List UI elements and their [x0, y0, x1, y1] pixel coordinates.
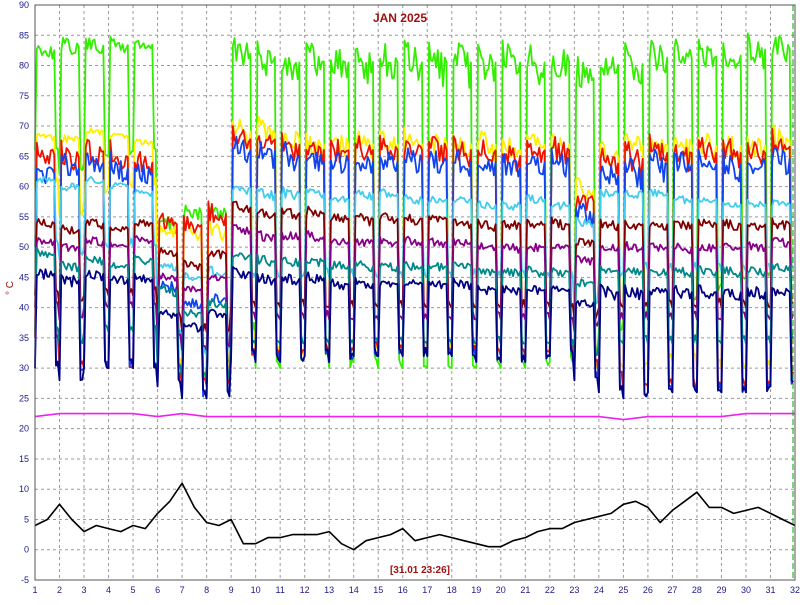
- series-line-7: [34, 246, 794, 382]
- x-tick-label-7: 8: [204, 585, 209, 595]
- y-tick-label-4: 15: [19, 454, 29, 464]
- x-tick-label-30: 31: [765, 585, 775, 595]
- series-line-1: [34, 115, 794, 382]
- x-tick-label-29: 30: [741, 585, 751, 595]
- x-tick-label-15: 16: [398, 585, 408, 595]
- x-tick-label-23: 24: [594, 585, 604, 595]
- x-tick-label-12: 13: [324, 585, 334, 595]
- x-tick-label-17: 18: [447, 585, 457, 595]
- x-tick-label-18: 19: [471, 585, 481, 595]
- x-tick-label-13: 14: [349, 585, 359, 595]
- y-tick-label-3: 10: [19, 484, 29, 494]
- y-tick-label-7: 30: [19, 363, 29, 373]
- x-tick-label-26: 27: [667, 585, 677, 595]
- x-tick-label-4: 5: [131, 585, 136, 595]
- x-tick-label-27: 28: [692, 585, 702, 595]
- x-tick-label-11: 12: [300, 585, 310, 595]
- series-line-6: [34, 224, 795, 351]
- series-line-8: [34, 266, 794, 400]
- y-tick-label-18: 85: [19, 30, 29, 40]
- y-tick-label-10: 45: [19, 272, 29, 282]
- x-tick-label-2: 3: [82, 585, 87, 595]
- y-tick-label-5: 20: [19, 424, 29, 434]
- y-tick-label-11: 50: [19, 242, 29, 252]
- x-tick-label-5: 6: [155, 585, 160, 595]
- y-tick-label-2: 5: [24, 514, 29, 524]
- x-tick-label-20: 21: [520, 585, 530, 595]
- series-line-10: [34, 482, 796, 551]
- chart-title: JAN 2025: [373, 11, 427, 25]
- x-tick-label-22: 23: [569, 585, 579, 595]
- plot-frame: [34, 4, 796, 581]
- y-tick-label-19: 90: [19, 0, 29, 10]
- series-line-3: [34, 135, 795, 400]
- x-tick-label-6: 7: [180, 585, 185, 595]
- y-tick-label-12: 55: [19, 212, 29, 222]
- x-tick-label-16: 17: [422, 585, 432, 595]
- y-tick-label-15: 70: [19, 121, 29, 131]
- y-tick-label-1: 0: [24, 545, 29, 555]
- x-tick-label-14: 15: [373, 585, 383, 595]
- x-tick-label-28: 29: [716, 585, 726, 595]
- x-tick-label-8: 9: [229, 585, 234, 595]
- x-tick-label-0: 1: [32, 585, 37, 595]
- series-layer: [34, 32, 796, 551]
- timestamp-label: [31.01 23:26]: [390, 565, 450, 576]
- series-line-4: [34, 175, 794, 357]
- y-tick-label-0: -5: [21, 575, 29, 585]
- series-line-9: [34, 412, 795, 421]
- x-tick-label-31: 32: [790, 585, 800, 595]
- series-line-5: [34, 200, 794, 333]
- y-tick-label-16: 75: [19, 91, 29, 101]
- x-tick-label-9: 10: [251, 585, 261, 595]
- grid-layer: [34, 4, 796, 581]
- y-tick-label-9: 40: [19, 303, 29, 313]
- y-tick-label-14: 65: [19, 151, 29, 161]
- x-tick-label-25: 26: [643, 585, 653, 595]
- y-tick-label-13: 60: [19, 182, 29, 192]
- x-tick-label-10: 11: [275, 585, 284, 595]
- y-tick-label-17: 80: [19, 61, 29, 71]
- x-tick-label-24: 25: [618, 585, 628, 595]
- x-tick-label-21: 22: [545, 585, 555, 595]
- y-tick-label-8: 35: [19, 333, 29, 343]
- series-line-0: [34, 32, 794, 382]
- x-tick-label-19: 20: [496, 585, 506, 595]
- x-tick-label-1: 2: [57, 585, 62, 595]
- x-tick-label-3: 4: [106, 585, 111, 595]
- y-axis-label: ° C: [5, 281, 16, 295]
- y-tick-label-6: 25: [19, 393, 29, 403]
